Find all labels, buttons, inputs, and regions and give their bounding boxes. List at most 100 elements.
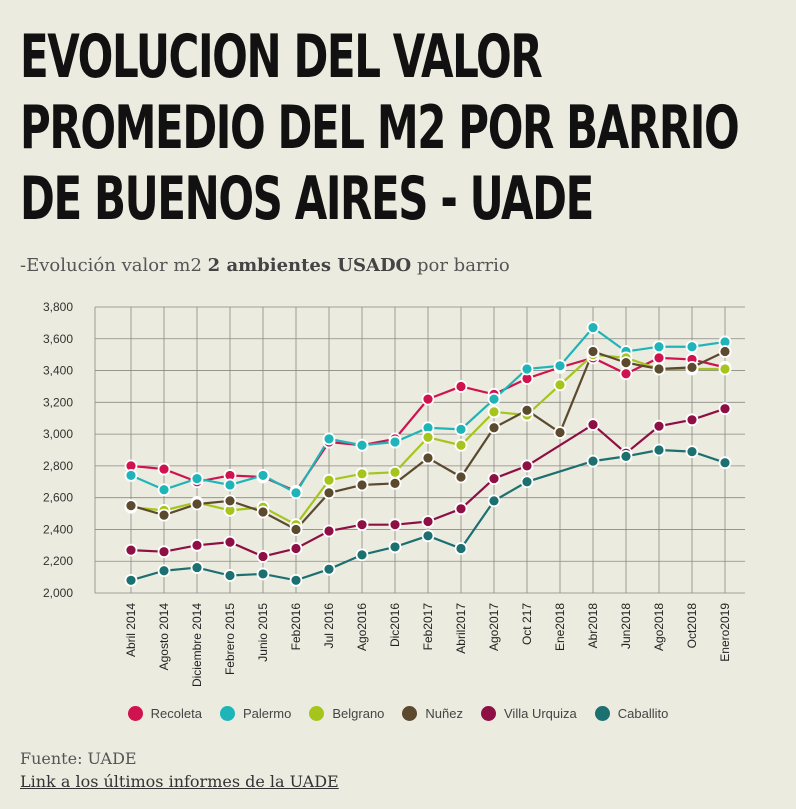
data-point-nuñez [454, 470, 468, 484]
source-text: Fuente: UADE [20, 749, 137, 768]
x-tick-label: Ago2017 [487, 603, 501, 651]
data-point-villa-urquiza [520, 459, 534, 473]
y-tick-label: 3,400 [43, 364, 73, 378]
data-point-palermo [355, 438, 369, 452]
data-point-palermo [652, 340, 666, 354]
x-tick-label: Febrero 2015 [223, 603, 237, 675]
line-chart: 2,000 2,200 2,400 2,600 2,800 3,000 3,200 3,400… [43, 300, 745, 687]
legend-swatch [594, 706, 610, 721]
data-point-villa-urquiza [124, 543, 138, 557]
y-tick-label: 2,200 [43, 554, 73, 568]
y-tick-label: 3,800 [43, 300, 73, 314]
y-tick-label: 2,400 [43, 522, 73, 536]
data-point-villa-urquiza [586, 418, 600, 431]
x-tick-label: Feb2017 [421, 603, 435, 651]
legend-item: Nuñez [402, 706, 463, 721]
data-point-palermo [124, 469, 138, 482]
data-point-villa-urquiza [289, 542, 303, 555]
x-tick-label: Ago2016 [355, 603, 369, 651]
data-point-recoleta [421, 392, 435, 406]
data-point-caballito [718, 456, 732, 470]
data-point-recoleta [652, 351, 666, 365]
subtitle-bold: 2 ambientes USADO [207, 255, 412, 276]
data-point-caballito [190, 561, 204, 574]
legend-item: Palermo [219, 706, 292, 721]
data-point-nuñez [256, 505, 270, 519]
data-point-recoleta [619, 367, 633, 381]
data-point-nuñez [553, 426, 567, 439]
data-point-belgrano [355, 467, 369, 481]
data-point-recoleta [454, 380, 468, 393]
legend-label: Villa Urquiza [504, 706, 577, 721]
data-point-villa-urquiza [322, 524, 336, 538]
data-point-nuñez [388, 476, 402, 490]
legend-label: Nuñez [425, 706, 463, 721]
legend-item: Recoleta [127, 706, 202, 721]
uade-reports-link[interactable]: Link a los últimos informes de la UADE [20, 772, 339, 791]
data-point-caballito [487, 494, 501, 508]
y-tick-label: 2,000 [43, 586, 73, 600]
data-point-palermo [586, 321, 600, 335]
data-point-nuñez [619, 356, 633, 370]
y-tick-label: 3,200 [43, 395, 73, 409]
data-point-palermo [553, 359, 567, 373]
x-tick-label: Abril2017 [454, 603, 468, 654]
data-point-belgrano [322, 473, 336, 487]
data-point-caballito [520, 475, 534, 489]
chart-legend: Recoleta Palermo Belgrano Nuñez Villa Urquiz… [0, 706, 796, 721]
y-tick-label: 3,600 [43, 332, 73, 346]
data-point-caballito [355, 548, 369, 562]
data-point-recoleta [157, 462, 171, 476]
data-point-palermo [190, 472, 204, 486]
legend-label: Palermo [242, 706, 292, 721]
data-point-nuñez [355, 478, 369, 492]
data-point-palermo [685, 340, 699, 354]
subtitle-prefix: -Evolución valor m2 [20, 255, 202, 276]
data-point-nuñez [124, 499, 138, 513]
legend-label: Caballito [617, 706, 669, 721]
data-point-caballito [157, 564, 171, 578]
data-point-palermo [256, 469, 270, 482]
x-tick-label: Oct2018 [685, 603, 699, 649]
data-point-nuñez [190, 497, 204, 511]
data-point-nuñez [421, 451, 435, 465]
data-point-caballito [388, 540, 402, 554]
data-point-caballito [223, 569, 237, 582]
data-point-villa-urquiza [718, 402, 732, 416]
data-point-nuñez [322, 486, 336, 500]
data-point-villa-urquiza [421, 515, 435, 528]
data-point-belgrano [487, 405, 501, 419]
data-point-palermo [520, 362, 534, 376]
data-point-caballito [652, 443, 666, 457]
legend-swatch [481, 706, 496, 721]
data-point-caballito [454, 542, 468, 555]
x-tick-label: Feb2016 [289, 603, 303, 651]
data-point-nuñez [685, 360, 699, 374]
data-point-caballito [586, 454, 600, 468]
data-point-villa-urquiza [652, 419, 666, 433]
page-title: EVOLUCION DEL VALOR PROMEDIO DEL M2 POR … [20, 22, 740, 234]
x-tick-label: Agosto 2014 [157, 603, 171, 671]
data-point-villa-urquiza [190, 538, 204, 552]
x-tick-label: Ago2018 [652, 603, 666, 651]
data-point-villa-urquiza [223, 535, 237, 549]
data-point-nuñez [289, 523, 303, 536]
x-tick-label: Diciembre 2014 [190, 603, 204, 687]
x-tick-label: Abril 2014 [124, 603, 138, 657]
data-point-caballito [322, 562, 336, 576]
x-tick-label: Enero2019 [718, 603, 732, 662]
data-point-nuñez [652, 362, 666, 376]
legend-swatch [402, 706, 418, 721]
data-point-palermo [487, 392, 501, 406]
data-point-caballito [421, 529, 435, 543]
legend-label: Belgrano [332, 706, 385, 721]
data-point-villa-urquiza [487, 472, 501, 486]
data-point-belgrano [421, 430, 435, 444]
y-tick-label: 2,800 [43, 459, 73, 473]
data-point-belgrano [454, 438, 468, 452]
data-point-villa-urquiza [685, 413, 699, 427]
data-point-nuñez [223, 494, 237, 508]
x-tick-label: Dic2016 [388, 603, 402, 647]
legend-item: Belgrano [309, 706, 384, 721]
legend-swatch [309, 706, 325, 721]
